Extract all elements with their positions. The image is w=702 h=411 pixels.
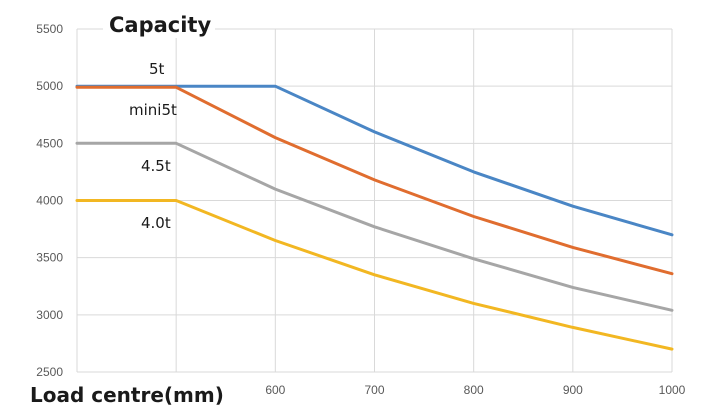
series-label-mini5t: mini5t (129, 101, 177, 119)
series-label-4-5t: 4.5t (141, 157, 171, 175)
y-tick-label: 3500 (36, 251, 63, 265)
chart-title: Capacity (109, 13, 211, 37)
x-axis-title-backdrop (26, 379, 230, 409)
x-tick-label: 900 (563, 383, 583, 397)
series-line-4-0t (75, 199, 674, 351)
x-tick-label: 1000 (659, 383, 686, 397)
series-line-4-5t (75, 141, 674, 312)
y-tick-label: 2500 (36, 365, 63, 379)
y-tick-label: 4000 (36, 194, 63, 208)
series-label-4-0t: 4.0t (141, 214, 171, 232)
series-lines (75, 84, 674, 351)
x-axis-title: Load centre(mm) (30, 383, 224, 407)
x-tick-label: 700 (364, 383, 384, 397)
series-line-mini5t (75, 85, 674, 276)
chart-title-backdrop (103, 8, 215, 38)
x-tick-label: 600 (265, 383, 285, 397)
y-tick-label: 3000 (36, 308, 63, 322)
series-label-5t: 5t (149, 60, 165, 78)
x-tick-label: 800 (464, 383, 484, 397)
y-tick-label: 5500 (36, 22, 63, 36)
y-tick-label: 4500 (36, 136, 63, 150)
y-tick-label: 5000 (36, 79, 63, 93)
y-axis-ticks: 2500 3000 3500 4000 4500 5000 5500 (36, 22, 63, 379)
